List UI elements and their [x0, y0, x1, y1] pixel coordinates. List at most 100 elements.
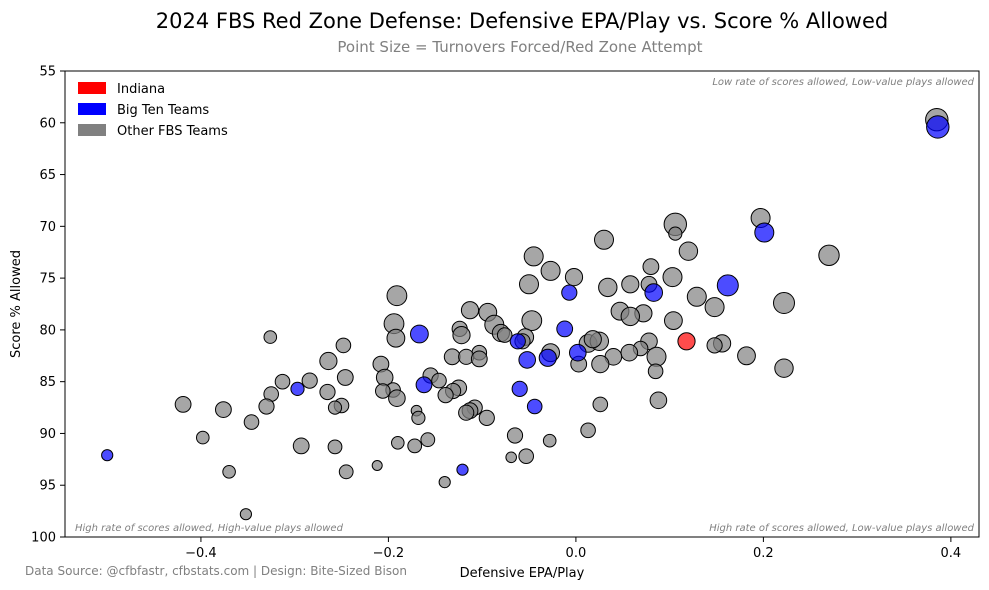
data-point-other-fbs-teams-74	[649, 391, 668, 410]
data-point-other-fbs-teams-45	[620, 343, 639, 362]
data-point-big-ten-teams-15	[101, 449, 114, 462]
legend-swatch-other-fbs	[78, 124, 106, 136]
y-tick-label-9: 100	[31, 531, 56, 546]
x-axis-ticks: −0.4 −0.2 0.0 0.2 0.4	[185, 537, 961, 561]
data-point-big-ten-teams-4	[561, 284, 578, 301]
data-point-other-fbs-teams-86	[478, 409, 495, 426]
data-point-other-fbs-teams-4	[594, 229, 614, 250]
x-axis-label: Defensive EPA/Play	[460, 566, 585, 581]
data-point-other-fbs-teams-35	[496, 327, 513, 343]
data-point-other-fbs-teams-5	[678, 241, 699, 261]
data-point-big-ten-teams-16	[456, 463, 469, 476]
plot-frame	[64, 70, 980, 538]
data-point-big-ten-teams-10	[569, 343, 587, 362]
data-point-big-ten-teams-7	[509, 333, 526, 350]
data-point-other-fbs-teams-85	[411, 410, 426, 425]
chart-title: 2024 FBS Red Zone Defense: Defensive EPA…	[156, 9, 888, 33]
data-point-other-fbs-teams-48	[443, 348, 461, 366]
y-tick-label-1: 60	[39, 116, 56, 131]
data-point-other-fbs-teams-6	[818, 244, 840, 267]
data-point-other-fbs-teams-91	[542, 433, 557, 448]
data-point-other-fbs-teams-83	[215, 401, 232, 419]
y-tick-label-4: 75	[39, 272, 56, 287]
data-point-other-fbs-teams-25	[521, 310, 543, 332]
data-point-big-ten-teams-8	[518, 351, 537, 369]
data-point-other-fbs-teams-57	[591, 355, 610, 374]
chart-subtitle: Point Size = Turnovers Forced/Red Zone A…	[337, 38, 702, 56]
legend: Indiana Big Ten Teams Other FBS Teams	[78, 82, 228, 139]
data-point-other-fbs-teams-89	[580, 422, 596, 439]
data-point-other-fbs-teams-32	[386, 328, 406, 348]
x-tick-label-4: 0.4	[941, 546, 962, 561]
data-point-other-fbs-teams-14	[519, 274, 539, 295]
data-point-other-fbs-teams-12	[621, 275, 640, 294]
annotation-bottom-right: High rate of scores allowed, Low-value p…	[709, 523, 974, 534]
data-point-other-fbs-teams-95	[407, 438, 423, 454]
y-axis-label: Score % Allowed	[9, 250, 24, 358]
data-point-other-fbs-teams-79	[327, 400, 343, 415]
y-tick-label-6: 85	[39, 375, 56, 390]
y-tick-label-7: 90	[39, 427, 56, 442]
data-point-big-ten-teams-1	[754, 222, 775, 243]
data-point-other-fbs-teams-76	[174, 396, 192, 413]
legend-swatch-big-ten	[78, 103, 106, 115]
data-point-other-fbs-teams-43	[335, 337, 352, 354]
data-point-other-fbs-teams-8	[540, 260, 561, 281]
data-point-big-ten-teams-12	[415, 376, 433, 394]
data-point-big-ten-teams-6	[556, 320, 574, 338]
data-point-big-ten-teams-5	[410, 324, 429, 344]
data-point-other-fbs-teams-50	[470, 350, 488, 368]
y-tick-label-5: 80	[39, 323, 56, 338]
data-point-other-fbs-teams-28	[664, 311, 683, 331]
data-point-big-ten-teams-9	[538, 348, 557, 367]
data-point-other-fbs-teams-82	[458, 404, 475, 421]
data-point-other-fbs-teams-94	[292, 437, 310, 455]
data-point-other-fbs-teams-10	[642, 258, 660, 276]
data-point-other-fbs-teams-77	[258, 398, 275, 415]
y-tick-label-2: 65	[39, 168, 56, 183]
data-point-other-fbs-teams-63	[431, 372, 447, 389]
data-point-other-fbs-teams-100	[222, 465, 236, 479]
data-point-other-fbs-teams-21	[460, 301, 480, 320]
data-point-other-fbs-teams-7	[523, 246, 544, 267]
data-point-other-fbs-teams-103	[239, 508, 252, 521]
data-point-other-fbs-teams-36	[263, 330, 278, 344]
data-point-other-fbs-teams-19	[704, 297, 725, 318]
data-point-other-fbs-teams-102	[438, 476, 451, 489]
data-point-other-fbs-teams-18	[773, 292, 795, 314]
data-point-other-fbs-teams-67	[375, 383, 391, 399]
data-point-other-fbs-teams-101	[338, 464, 354, 480]
data-point-other-fbs-teams-64	[274, 373, 291, 390]
data-point-other-fbs-teams-58	[774, 358, 794, 378]
y-axis-ticks: 55 60 65 70 75 80 85 90 95 100	[31, 65, 65, 546]
data-point-other-fbs-teams-72	[437, 387, 454, 404]
data-point-big-ten-teams-11	[290, 381, 305, 396]
data-point-other-fbs-teams-92	[420, 432, 436, 448]
x-tick-label-3: 0.2	[753, 546, 774, 561]
legend-label-indiana: Indiana	[117, 82, 165, 97]
data-point-big-ten-teams-2	[716, 274, 739, 297]
data-point-other-fbs-teams-9	[564, 268, 584, 287]
data-point-other-fbs-teams-46	[646, 346, 667, 367]
data-point-other-fbs-teams-65	[301, 372, 318, 389]
data-point-other-fbs-teams-30	[452, 326, 471, 345]
data-point-other-fbs-teams-68	[319, 383, 336, 401]
data-point-other-fbs-teams-75	[592, 396, 609, 413]
data-point-other-fbs-teams-11	[662, 267, 683, 288]
data-point-other-fbs-teams-87	[243, 414, 260, 430]
annotation-top-right: Low rate of scores allowed, Low-value pl…	[712, 77, 974, 88]
data-point-other-fbs-teams-17	[686, 286, 707, 307]
legend-label-big-ten: Big Ten Teams	[117, 103, 209, 118]
data-points	[101, 108, 950, 521]
data-point-other-fbs-teams-73	[388, 389, 406, 408]
legend-swatch-indiana	[78, 82, 106, 94]
data-point-other-fbs-teams-24	[620, 306, 640, 327]
data-point-other-fbs-teams-99	[371, 460, 383, 471]
data-point-other-fbs-teams-3	[668, 226, 683, 241]
data-point-other-fbs-teams-96	[327, 439, 343, 455]
data-source-credit: Data Source: @cfbfastr, cfbstats.com | D…	[25, 564, 407, 578]
data-point-other-fbs-teams-93	[391, 436, 405, 450]
data-point-big-ten-teams-14	[526, 398, 543, 415]
annotation-bottom-left: High rate of scores allowed, High-value …	[75, 523, 344, 534]
data-point-other-fbs-teams-61	[336, 369, 354, 386]
